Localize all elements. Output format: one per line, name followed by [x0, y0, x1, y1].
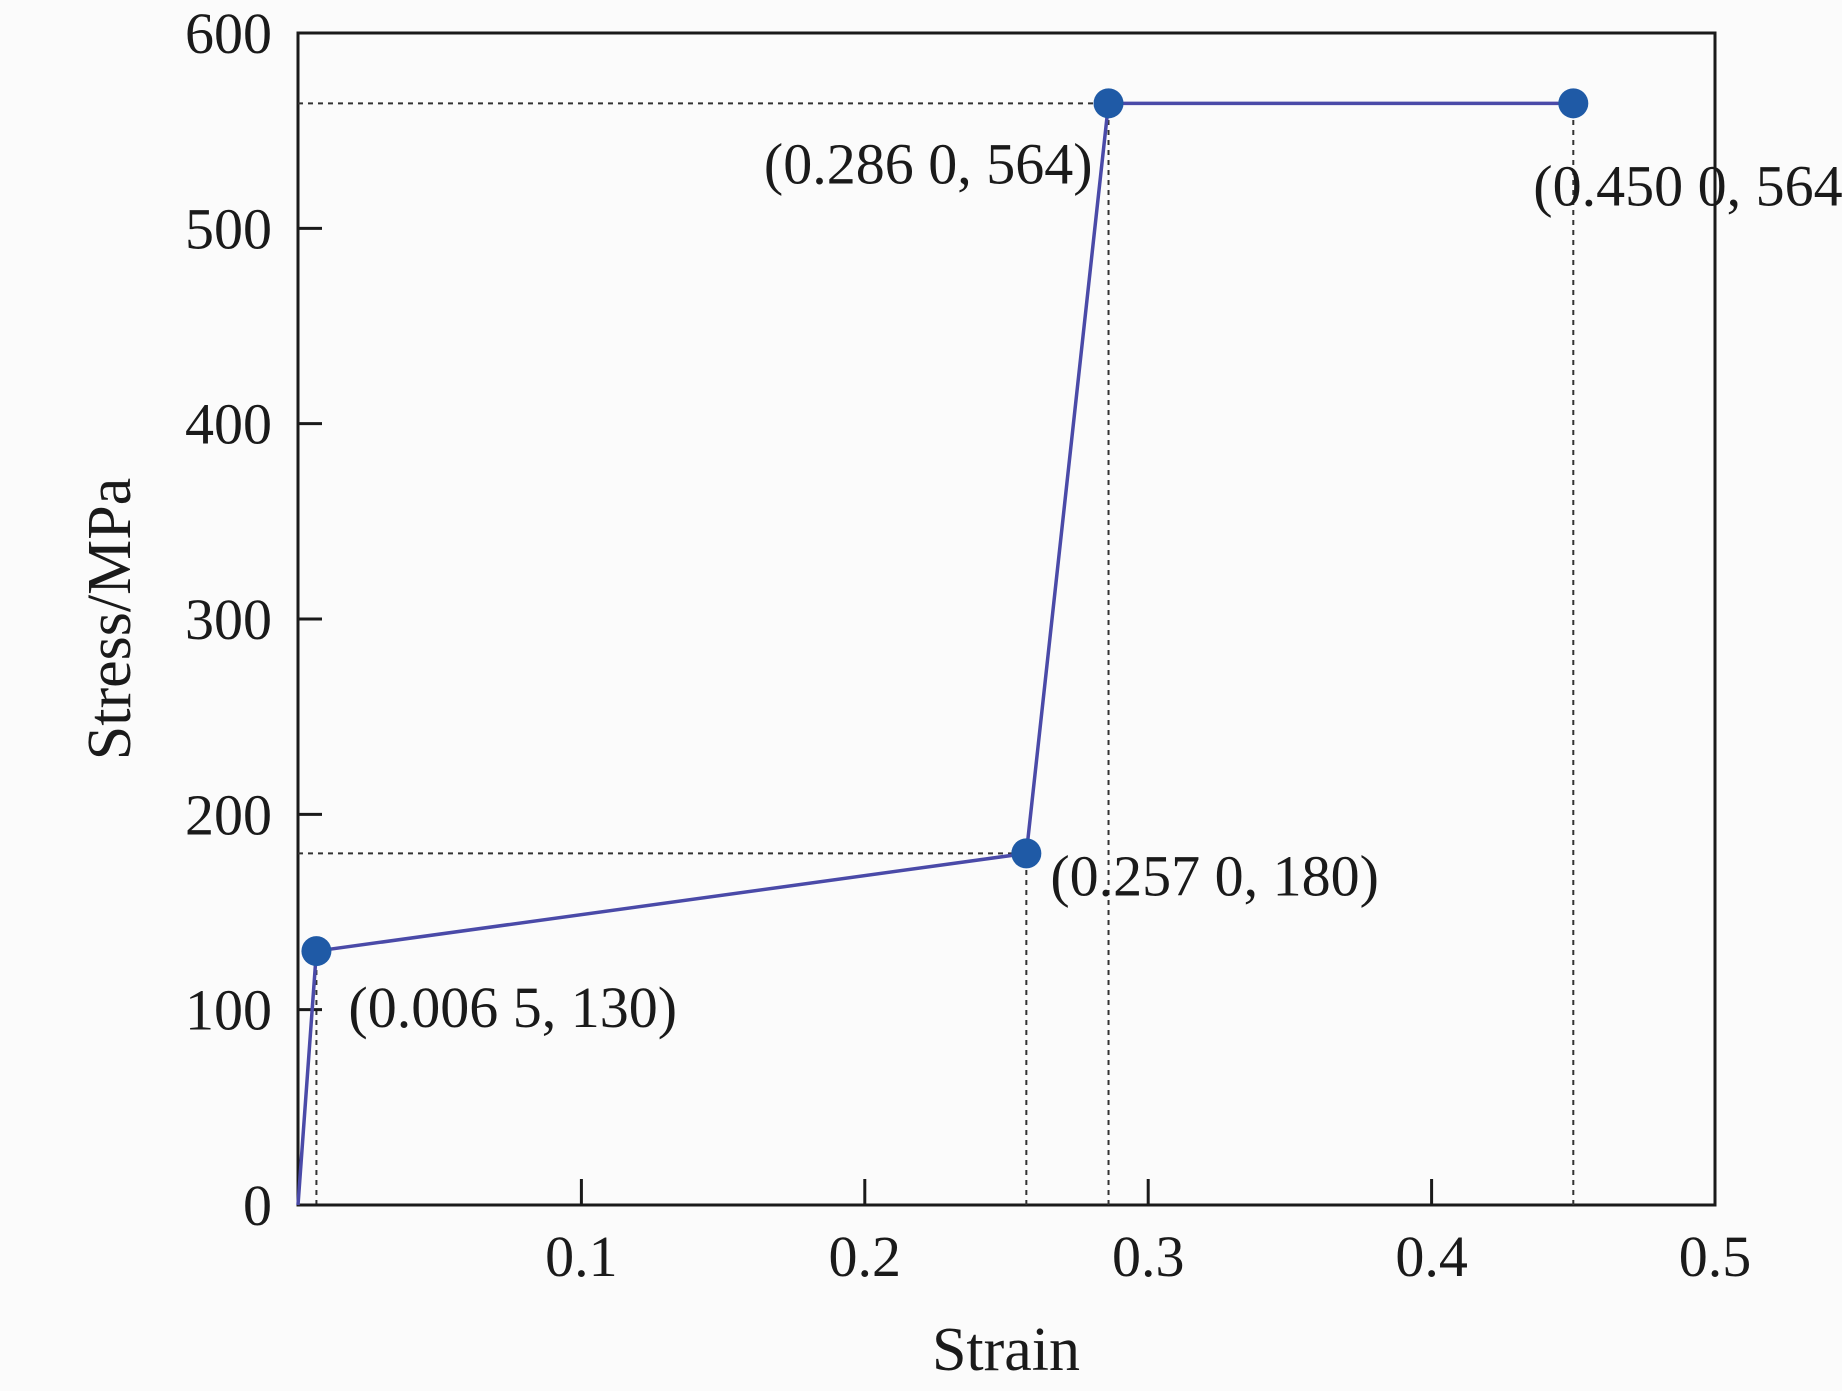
x-tick-label: 0.4	[1395, 1224, 1468, 1289]
data-point-label: (0.257 0, 180)	[1050, 843, 1379, 908]
y-tick-label: 100	[185, 978, 272, 1043]
data-point-marker	[301, 936, 332, 967]
y-tick-label: 400	[185, 392, 272, 457]
guide-lines	[298, 102, 1575, 1205]
axis-ticks: 0.1 0.2 0.3 0.4 0.5 0 100 200 300 400 500 600	[185, 1, 1751, 1289]
data-point-marker	[1558, 88, 1589, 119]
data-labels: (0.006 5, 130) (0.257 0, 180) (0.286 0, 56…	[301, 88, 1842, 1040]
x-tick-label: 0.3	[1112, 1224, 1185, 1289]
x-tick-label: 0.1	[545, 1224, 618, 1289]
data-point-label: (0.286 0, 564)	[764, 131, 1093, 196]
y-tick-label: 0	[243, 1173, 272, 1238]
data-point-label: (0.006 5, 130)	[348, 975, 677, 1040]
x-axis-title: Strain	[932, 1316, 1080, 1384]
y-tick-label: 200	[185, 782, 272, 847]
y-tick-label: 300	[185, 587, 272, 652]
data-point-marker	[1011, 838, 1042, 869]
data-point-label: (0.450 0, 564)	[1533, 153, 1842, 218]
x-tick-label: 0.5	[1679, 1224, 1752, 1289]
data-point-marker	[1093, 88, 1124, 119]
y-axis-title: Stress/MPa	[76, 478, 144, 760]
y-tick-label: 500	[185, 196, 272, 261]
x-tick-label: 0.2	[829, 1224, 902, 1289]
y-tick-label: 600	[185, 1, 272, 66]
